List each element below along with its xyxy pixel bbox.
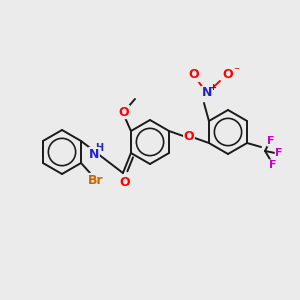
Text: F: F bbox=[269, 160, 277, 170]
Text: N: N bbox=[202, 86, 212, 100]
Text: O: O bbox=[223, 68, 233, 82]
Text: O: O bbox=[118, 106, 129, 118]
Text: +: + bbox=[209, 82, 216, 91]
Text: F: F bbox=[267, 136, 275, 146]
Text: N: N bbox=[89, 148, 99, 160]
Text: ⁻: ⁻ bbox=[233, 66, 239, 76]
Text: H: H bbox=[95, 143, 103, 153]
Text: O: O bbox=[184, 130, 194, 143]
Text: Br: Br bbox=[88, 173, 104, 187]
Text: F: F bbox=[275, 148, 283, 158]
Text: O: O bbox=[189, 68, 199, 82]
Text: O: O bbox=[120, 176, 130, 188]
